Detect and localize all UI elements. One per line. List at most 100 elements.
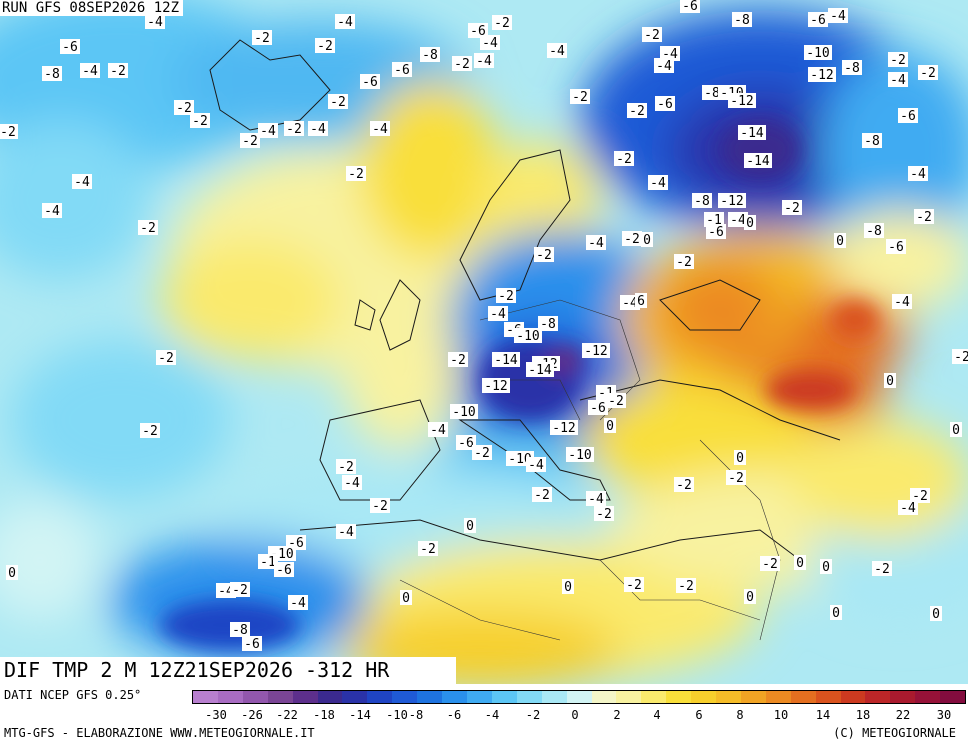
map-value-label: -6 xyxy=(808,12,828,28)
svg-text:-2: -2 xyxy=(454,57,470,72)
color-scale-tick-label: -22 xyxy=(276,708,298,722)
color-scale-swatch xyxy=(915,691,941,703)
svg-text:-6: -6 xyxy=(900,109,916,124)
map-value-label: -4 xyxy=(72,174,92,190)
svg-text:-2: -2 xyxy=(916,210,932,225)
color-scale-swatch xyxy=(641,691,667,703)
svg-text:-12: -12 xyxy=(720,194,743,209)
map-value-label: -10 xyxy=(450,404,478,420)
map-value-label: -8 xyxy=(538,316,558,332)
svg-text:0: 0 xyxy=(836,234,844,249)
svg-text:-4: -4 xyxy=(528,458,544,473)
svg-text:-6: -6 xyxy=(657,97,673,112)
svg-text:-8: -8 xyxy=(704,86,720,101)
map-value-label: -2 xyxy=(676,578,696,594)
svg-text:-2: -2 xyxy=(676,478,692,493)
map-value-label: -6 xyxy=(360,74,380,90)
svg-text:-2: -2 xyxy=(420,542,436,557)
svg-text:0: 0 xyxy=(746,590,754,605)
svg-text:-4: -4 xyxy=(622,296,638,311)
map-value-label: -2 xyxy=(918,65,938,81)
color-scale-tick-label: -8 xyxy=(408,708,424,722)
svg-text:-12: -12 xyxy=(484,379,507,394)
svg-text:-4: -4 xyxy=(890,73,906,88)
map-value-label: -12 xyxy=(582,343,610,359)
map-value-label: -2 xyxy=(627,103,647,119)
svg-text:-2: -2 xyxy=(616,152,632,167)
svg-text:-4: -4 xyxy=(260,124,276,139)
svg-text:0: 0 xyxy=(736,451,744,466)
map-value-label: -12 xyxy=(718,193,746,209)
map-value-label: 0 xyxy=(930,606,942,622)
color-scale-swatch xyxy=(716,691,741,703)
credit-right: (C) METEOGIORNALE xyxy=(833,726,956,740)
color-scale-tick-label: -2 xyxy=(525,708,541,722)
color-scale-swatch xyxy=(516,691,542,703)
anomaly-field xyxy=(0,0,968,684)
map-value-label: -2 xyxy=(606,393,626,409)
color-scale-swatch xyxy=(342,691,368,703)
svg-text:-8: -8 xyxy=(844,61,860,76)
map-value-label: -2 xyxy=(888,52,908,68)
svg-text:-2: -2 xyxy=(254,31,270,46)
map-value-label: -2 xyxy=(642,27,662,43)
map-value-label: -2 xyxy=(108,63,128,79)
color-scale-swatch xyxy=(691,691,717,703)
map-value-label: -12 xyxy=(728,93,756,109)
svg-text:-4: -4 xyxy=(830,9,846,24)
map-value-label: 0 xyxy=(744,589,756,605)
color-scale-tick-label: 22 xyxy=(895,708,911,722)
color-scale-swatch xyxy=(616,691,642,703)
color-scale-swatch xyxy=(442,691,467,703)
map-value-label: -2 xyxy=(370,498,390,514)
map-value-label: -4 xyxy=(892,294,912,310)
map-value-label: -4 xyxy=(908,166,928,182)
color-scale-swatch xyxy=(267,691,293,703)
svg-text:-6: -6 xyxy=(458,436,474,451)
color-scale-swatch xyxy=(865,691,891,703)
map-value-label: -2 xyxy=(952,349,968,365)
svg-text:-4: -4 xyxy=(490,307,506,322)
svg-text:-2: -2 xyxy=(0,125,16,140)
map-value-label: -2 xyxy=(472,445,492,461)
map-value-label: -6 xyxy=(886,239,906,255)
svg-text:0: 0 xyxy=(796,556,804,571)
map-value-label: -2 xyxy=(532,487,552,503)
svg-text:-14: -14 xyxy=(746,154,770,169)
color-scale-tick-label: 6 xyxy=(695,708,703,722)
map-value-label: -4 xyxy=(370,121,390,137)
color-scale-tick-label: 4 xyxy=(653,708,661,722)
color-scale-swatch xyxy=(890,691,916,703)
svg-text:-6: -6 xyxy=(276,563,292,578)
map-value-label: -6 xyxy=(655,96,675,112)
svg-text:-2: -2 xyxy=(330,95,346,110)
svg-text:-2: -2 xyxy=(176,101,192,116)
svg-text:-2: -2 xyxy=(348,167,364,182)
map-value-label: -4 xyxy=(474,53,494,69)
map-value-label: -4 xyxy=(342,475,362,491)
map-value-label: -2 xyxy=(782,200,802,216)
svg-text:-4: -4 xyxy=(310,122,326,137)
svg-text:-2: -2 xyxy=(142,424,158,439)
svg-text:0: 0 xyxy=(832,606,840,621)
map-value-label: -6 xyxy=(706,224,726,240)
svg-text:-2: -2 xyxy=(784,201,800,216)
map-value-label: -4 xyxy=(728,212,748,228)
map-value-label: -2 xyxy=(252,30,272,46)
map-value-label: -2 xyxy=(914,209,934,225)
svg-text:-2: -2 xyxy=(572,90,588,105)
map-value-label: -4 xyxy=(258,123,278,139)
svg-text:-2: -2 xyxy=(644,28,660,43)
color-scale-swatch xyxy=(765,691,791,703)
svg-text:-10: -10 xyxy=(516,329,539,344)
map-value-label: -4 xyxy=(335,14,355,30)
svg-text:-2: -2 xyxy=(608,394,624,409)
map-value-label: 0 xyxy=(834,233,846,249)
svg-text:-4: -4 xyxy=(147,15,163,30)
map-value-label: -4 xyxy=(42,203,62,219)
svg-text:-4: -4 xyxy=(894,295,910,310)
map-value-label: -2 xyxy=(156,350,176,366)
map-value-label: -2 xyxy=(594,506,614,522)
color-scale-swatch xyxy=(566,691,592,703)
svg-text:0: 0 xyxy=(932,607,940,622)
